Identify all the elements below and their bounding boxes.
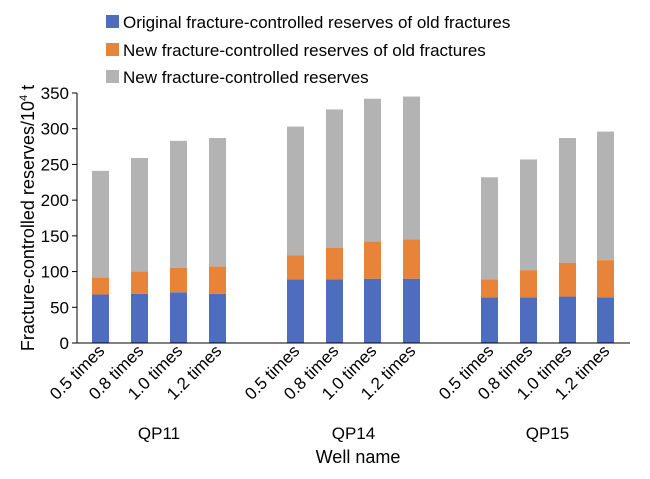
bar-segment-series-1 [403,278,420,343]
y-axis-title-sup: 4 [18,95,30,101]
y-tick-label: 50 [50,298,69,317]
group-label: QP14 [332,424,375,443]
bar-segment-series-2 [326,248,343,280]
bar-segment-series-1 [364,278,381,343]
group-label: QP11 [138,424,180,443]
bar-segment-series-3 [520,159,537,271]
axes [76,93,630,344]
bar-segment-series-3 [131,158,148,272]
bar-segment-series-1 [481,297,498,343]
bar-segment-series-3 [559,138,576,263]
y-axis-title-main: Fracture-controlled reserves/10 [18,101,38,351]
bar-segment-series-1 [209,293,226,343]
bars [92,96,614,343]
bar-segment-series-3 [326,109,343,248]
bar-segment-series-2 [170,268,187,293]
bar-segment-series-2 [92,277,109,295]
bar-segment-series-3 [403,96,420,240]
bar-segment-series-3 [209,138,226,267]
legend-swatch [106,43,119,56]
bar-segment-series-2 [481,279,498,298]
bar-segment-series-1 [559,296,576,343]
legend-label: Original fracture-controlled reserves of… [123,13,510,32]
bar-segment-series-2 [520,270,537,298]
x-axis-title: Well name [316,447,401,467]
bar-segment-series-3 [92,170,109,278]
group-label: QP15 [526,424,569,443]
bar-segment-series-2 [559,263,576,297]
y-tick-label: 350 [41,84,69,103]
bar-segment-series-1 [131,293,148,343]
y-tick-label: 0 [60,334,69,353]
bar-segment-series-2 [287,255,304,280]
legend-swatch [106,15,119,28]
bar-segment-series-3 [481,177,498,280]
bar-segment-series-2 [209,266,226,294]
bar-segment-series-3 [170,140,187,268]
bar-segment-series-1 [597,297,614,343]
bar-segment-series-2 [597,260,614,298]
bar-segment-series-3 [287,126,304,256]
legend-label: New fracture-controlled reserves [123,68,369,87]
legend-label: New fracture-controlled reserves of old … [123,41,486,60]
y-axis-title: Fracture-controlled reserves/104 t [18,85,38,351]
y-ticks: 0 50 100 150 200 250 300 350 [41,84,77,353]
bar-segment-series-1 [520,297,537,343]
y-tick-label: 250 [41,155,69,174]
bar-segment-series-1 [170,292,187,343]
bar-segment-series-1 [326,279,343,343]
y-tick-label: 200 [41,191,69,210]
bar-segment-series-1 [92,294,109,343]
y-axis-title-unit: t [18,85,38,95]
group-labels: QP11 QP14 QP15 [138,424,569,443]
bar-segment-series-1 [287,279,304,343]
y-tick-label: 150 [41,227,69,246]
bar-segment-series-3 [597,131,614,261]
bar-segment-series-2 [131,271,148,294]
y-tick-label: 300 [41,120,69,139]
legend: Original fracture-controlled reserves of… [106,13,510,87]
bar-segment-series-2 [364,241,381,279]
legend-swatch [106,70,119,83]
bar-segment-series-3 [364,98,381,242]
bar-segment-series-2 [403,239,420,279]
y-tick-label: 100 [41,263,69,282]
